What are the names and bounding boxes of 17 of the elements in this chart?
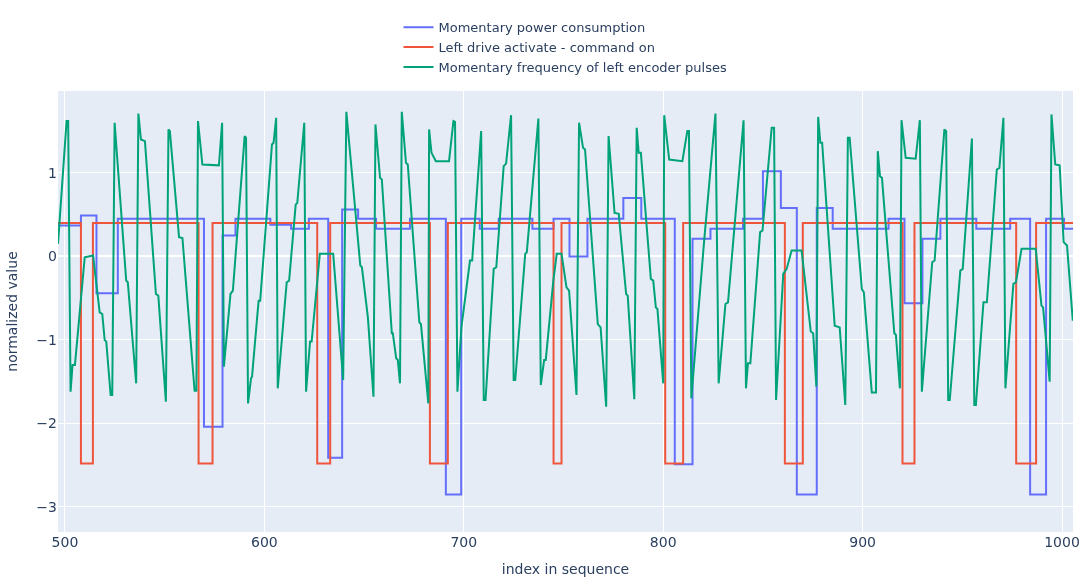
legend-label: Momentary power consumption — [438, 20, 646, 36]
y-tick-label: 0 — [48, 248, 57, 265]
x-tick-label: 700 — [450, 534, 478, 550]
x-tick-label: 1000 — [1044, 534, 1080, 550]
y-tick-label: 1 — [48, 164, 57, 181]
y-tick-label: −2 — [36, 415, 57, 432]
y-axis-title: normalized value — [3, 251, 20, 372]
x-axis-title: index in sequence — [501, 561, 630, 578]
line-series — [58, 110, 1073, 408]
y-tick-label: −3 — [36, 498, 57, 515]
x-tick-label: 800 — [649, 534, 677, 550]
legend-label: Left drive activate - command on — [438, 40, 655, 56]
x-tick-label: 900 — [849, 534, 876, 550]
x-tick-label: 600 — [251, 534, 278, 550]
y-tick-label: −1 — [36, 331, 57, 348]
legend-label: Momentary frequency of left encoder pulses — [438, 60, 727, 75]
x-tick-label: 500 — [51, 534, 79, 550]
